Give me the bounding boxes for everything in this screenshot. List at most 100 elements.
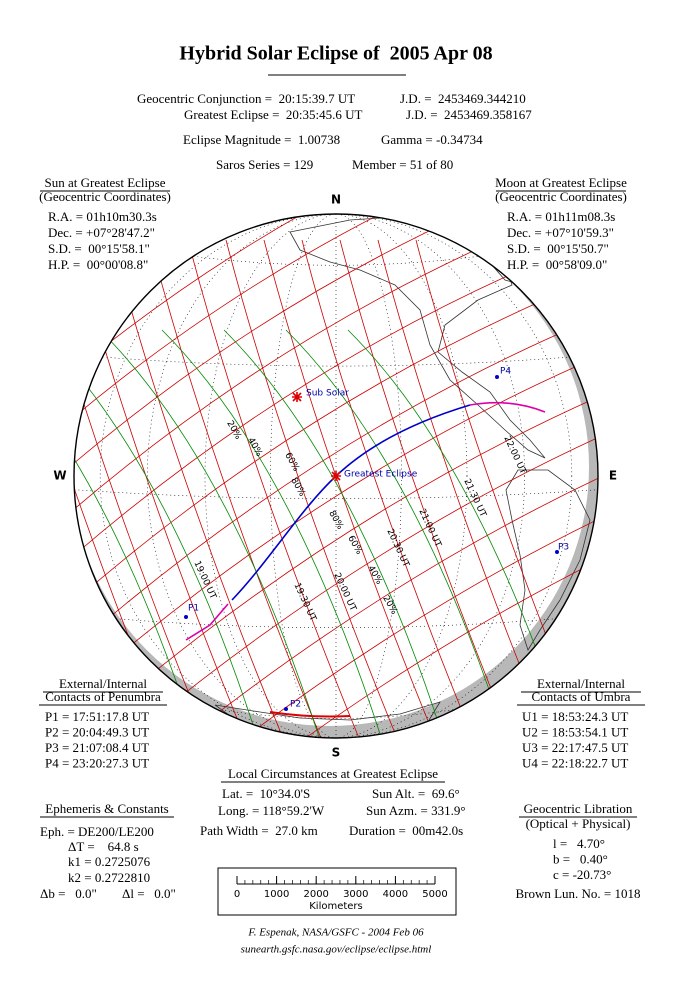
limit-curve (269, 711, 351, 718)
magnitude-curve (74, 333, 598, 695)
magnitude-curve (86, 367, 598, 729)
contact-label: P4 (500, 367, 511, 377)
penumbra-title: External/Internal (59, 676, 147, 691)
umbra-line: U1 = 18:53:24.3 UT (522, 709, 628, 724)
local-title: Local Circumstances at Greatest Eclipse (228, 766, 438, 781)
meridian (147, 214, 525, 738)
moon-line: H.P. = 00°58'09.0" (507, 257, 607, 272)
magnitude-curve (141, 503, 598, 738)
star-marker (292, 392, 302, 402)
umbra-title: External/Internal (537, 676, 625, 691)
contact-label: P3 (558, 543, 569, 553)
ephemeris-line: Eph. = DE200/LE200 (40, 824, 154, 839)
contact-curve (223, 329, 445, 738)
globe-outline (73, 213, 599, 739)
moon-subtitle: (Geocentric Coordinates) (495, 189, 627, 204)
magnitude-curve (127, 469, 598, 738)
ephemeris-title: Ephemeris & Constants (45, 801, 169, 816)
sun-subtitle: (Geocentric Coordinates) (39, 189, 171, 204)
meridian (99, 214, 573, 738)
libration-line: c = -20.73° (553, 867, 611, 882)
ephemeris-line: ΔT = 64.8 s (68, 839, 139, 854)
libration-brown: Brown Lun. No. = 1018 (515, 886, 640, 901)
scale-tick-label: 5000 (422, 889, 447, 900)
header-field: Member = 51 of 80 (352, 157, 453, 172)
contact-point (495, 375, 499, 379)
meridian (270, 214, 402, 738)
header-field: Gamma = -0.34734 (381, 132, 483, 147)
contact-curve (285, 329, 507, 738)
local-field: Duration = 00m42.0s (349, 823, 463, 838)
contact-curve (74, 329, 197, 738)
penumbra-line: P4 = 23:20:27.3 UT (45, 755, 149, 770)
libration-title: Geocentric Libration (524, 801, 633, 816)
moon-line: S.D. = 00°15'50.7" (507, 241, 609, 256)
sun-title: Sun at Greatest Eclipse (45, 175, 166, 190)
magnitude-curve (74, 214, 559, 457)
parallel (116, 618, 556, 628)
libration-line: l = 4.70° (553, 836, 605, 851)
contact-curve (99, 329, 321, 738)
header-field: Saros Series = 129 (216, 157, 313, 172)
parallel (74, 489, 598, 499)
footer-line: sunearth.gsfc.nasa.gov/eclipse/eclipse.h… (241, 944, 432, 956)
globe-face (74, 214, 589, 726)
ephemeris-line: k1 = 0.2725076 (68, 854, 151, 869)
ephemeris-line: Δb = 0.0" (40, 886, 97, 901)
time-curve (225, 239, 407, 738)
umbra-subtitle: Contacts of Umbra (532, 689, 631, 704)
map-label: Sub Solar (306, 389, 349, 399)
local-field: Sun Alt. = 69.6° (372, 786, 460, 801)
scale-tick-label: 3000 (343, 889, 368, 900)
sun-line: R.A. = 01h10m30.3s (48, 209, 157, 224)
penumbra-line: P1 = 17:51:17.8 UT (45, 709, 149, 724)
header-field: Geocentric Conjunction = 20:15:39.7 UT (137, 91, 355, 106)
scale-label: Kilometers (309, 901, 363, 912)
contact-label: P1 (188, 604, 199, 614)
compass-label: E (609, 469, 617, 483)
meridian (204, 214, 468, 738)
scale-box (217, 867, 457, 916)
limit-curve (469, 401, 546, 413)
scale-tick-label: 2000 (303, 889, 328, 900)
umbra-line: U2 = 18:53:54.1 UT (522, 724, 628, 739)
time-curve (263, 239, 445, 738)
coastline (505, 469, 591, 651)
magnitude-curve (74, 214, 586, 525)
footer-line: F. Espenak, NASA/GSFC - 2004 Feb 06 (247, 927, 424, 939)
compass-label: N (331, 193, 341, 207)
title: Hybrid Solar Eclipse of 2005 Apr 08 (179, 43, 492, 65)
scale-tick-label: 1000 (264, 889, 289, 900)
local-field: Long. = 118°59.2'W (218, 803, 325, 818)
scale-tick-label: 0 (234, 889, 240, 900)
umbra-line: U3 = 22:17:47.5 UT (522, 740, 628, 755)
compass-label: W (53, 469, 66, 483)
contact-point (284, 707, 288, 711)
moon-line: R.A. = 01h11m08.3s (507, 209, 615, 224)
time-curve (149, 239, 331, 738)
parallel (193, 255, 479, 266)
contact-curve (74, 329, 259, 738)
moon-line: Dec. = +07°10'59.3" (507, 225, 614, 240)
penumbra-line: P3 = 21:07:08.4 UT (45, 740, 149, 755)
compass-label: S (332, 746, 341, 760)
libration-line: b = 0.40° (553, 851, 608, 866)
magnitude-curve (74, 214, 573, 491)
penumbra-subtitle: Contacts of Penumbra (45, 689, 161, 704)
header-field: Eclipse Magnitude = 1.00738 (183, 132, 340, 147)
moon-title: Moon at Greatest Eclipse (495, 175, 627, 190)
map-label: Greatest Eclipse (344, 470, 418, 480)
contact-point (555, 550, 559, 554)
penumbra-line: P2 = 20:04:49.3 UT (45, 724, 149, 739)
local-field: Lat. = 10°34.0'S (222, 786, 310, 801)
ephemeris-line: Δl = 0.0" (122, 886, 176, 901)
time-curve (339, 239, 521, 738)
ephemeris-line: k2 = 0.2722810 (68, 870, 150, 885)
local-field: Sun Azm. = 331.9° (366, 803, 466, 818)
time-curve (301, 239, 483, 738)
time-curve (74, 239, 217, 738)
libration-subtitle: (Optical + Physical) (526, 816, 631, 831)
header-field: J.D. = 2453469.344210 (400, 91, 526, 106)
limit-curve (185, 603, 229, 641)
